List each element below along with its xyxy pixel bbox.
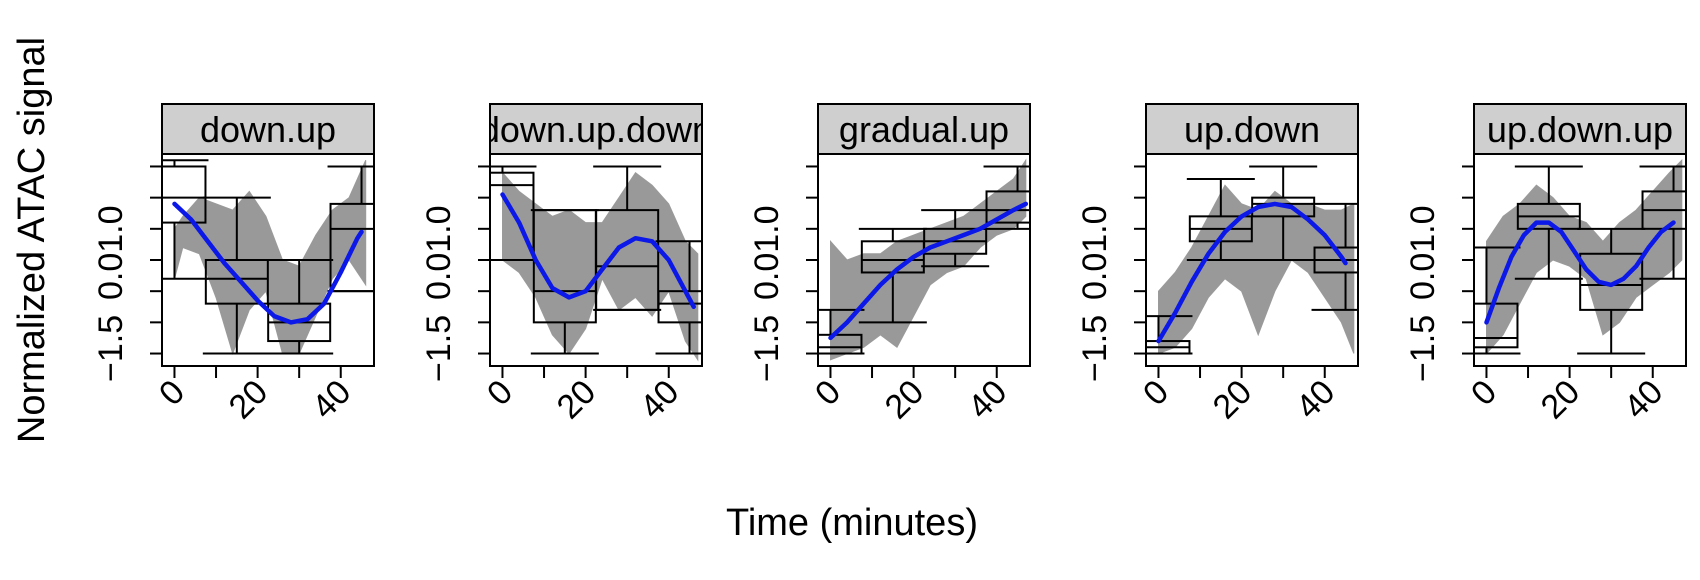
x-tick-label: 0: [480, 373, 520, 413]
y-tick-label-upper: 0.01.0: [1076, 205, 1114, 300]
profile-band: [830, 158, 1027, 361]
x-tick-label: 20: [1534, 373, 1588, 427]
y-tick-label-upper: 0.01.0: [92, 205, 130, 300]
y-tick-label-upper: 0.01.0: [1404, 205, 1442, 300]
facet-panel-down-up: down.up −1.5 0.01.0 0 20 40: [92, 103, 375, 427]
box-plot-t0: [162, 159, 209, 280]
box-plot-t45: [1639, 165, 1686, 280]
strip-header: [817, 103, 1031, 155]
box-iqr: [985, 190, 1030, 224]
box-iqr: [657, 290, 702, 324]
box-plot-t30: [1249, 165, 1318, 261]
strip-header: [161, 103, 375, 155]
y-tick-label-lower: −1.5: [1076, 315, 1114, 382]
profile-band: [1486, 158, 1683, 355]
box-iqr: [204, 259, 269, 305]
box-iqr: [162, 165, 207, 224]
strip-label: gradual.up: [839, 109, 1009, 150]
x-tick-label: 0: [152, 373, 192, 413]
y-tick-label-lower: −1.5: [748, 315, 786, 382]
box-iqr: [818, 333, 863, 355]
facet-panel-gradual-up: gradual.up −1.5 0.01.0 0 20 40: [748, 103, 1031, 427]
box-plot-t45: [655, 240, 702, 355]
facet-panel-up-down: up.down −1.5 0.01.0 0 20 40: [1076, 103, 1359, 427]
box-iqr: [1579, 252, 1644, 311]
strip-header: [1473, 103, 1687, 155]
x-tick-label: 40: [1617, 373, 1671, 427]
box-plot-t45: [327, 165, 374, 293]
fit-line: [828, 201, 1029, 341]
strip-label: down.up: [200, 109, 336, 150]
y-axis-label: Normalized ATAC signal: [11, 37, 53, 443]
box-iqr: [1474, 302, 1519, 349]
plot-area: [162, 159, 374, 356]
x-tick-label: 40: [1289, 373, 1343, 427]
facet-panel-up-down-up: up.down.up −1.5 0.01.0 0 20 40: [1404, 103, 1687, 427]
box-plot-t45: [1311, 202, 1358, 311]
profile-band: [174, 159, 367, 356]
x-axis-label: Time (minutes): [726, 502, 978, 544]
box-plot-t0: [1474, 246, 1521, 355]
x-tick-label: 20: [222, 373, 276, 427]
panels: down.up −1.5 0.01.0 0 20 40 down.up.down −1.5 0.…: [92, 103, 1687, 427]
box-plot-t15: [1186, 177, 1255, 261]
box-plot-t0: [818, 308, 865, 355]
y-tick-label-upper: 0.01.0: [420, 205, 458, 300]
strip-header: [1145, 103, 1359, 155]
profile-band: [1158, 184, 1355, 355]
box-plot-t15: [1514, 165, 1583, 280]
y-tick-label-lower: −1.5: [92, 315, 130, 382]
x-tick-label: 0: [1136, 373, 1176, 413]
strip-label: up.down: [1184, 109, 1320, 150]
box-iqr: [595, 209, 660, 311]
fit-line: [1484, 220, 1676, 325]
box-plot-t30: [921, 209, 990, 268]
plot-area: [1474, 158, 1686, 355]
y-tick-label-lower: −1.5: [420, 315, 458, 382]
box-plot-t30: [593, 165, 662, 311]
fit-line: [172, 201, 364, 325]
y-tick-label-lower: −1.5: [1404, 315, 1442, 382]
x-tick-label: 40: [961, 373, 1015, 427]
x-tick-label: 0: [808, 373, 848, 413]
strip-label: down.up.down: [480, 109, 712, 150]
plot-area: [818, 158, 1030, 361]
box-plot-t15: [202, 196, 271, 355]
box-iqr: [1251, 196, 1316, 218]
x-tick-label: 40: [633, 373, 687, 427]
x-tick-label: 20: [878, 373, 932, 427]
x-tick-label: 0: [1464, 373, 1504, 413]
y-tick-label-upper: 0.01.0: [748, 205, 786, 300]
x-tick-label: 20: [550, 373, 604, 427]
facet-panel-down-up-down: down.up.down −1.5 0.01.0 0 20 40: [420, 103, 712, 427]
box-plot-t30: [1577, 227, 1646, 355]
plot-area: [1146, 165, 1358, 355]
plot-area: [490, 165, 702, 362]
x-tick-label: 40: [305, 373, 359, 427]
fit-line: [1156, 201, 1348, 344]
strip-label: up.down.up: [1487, 109, 1673, 150]
fit-line: [500, 192, 696, 310]
x-tick-label: 20: [1206, 373, 1260, 427]
box-iqr: [329, 202, 374, 293]
